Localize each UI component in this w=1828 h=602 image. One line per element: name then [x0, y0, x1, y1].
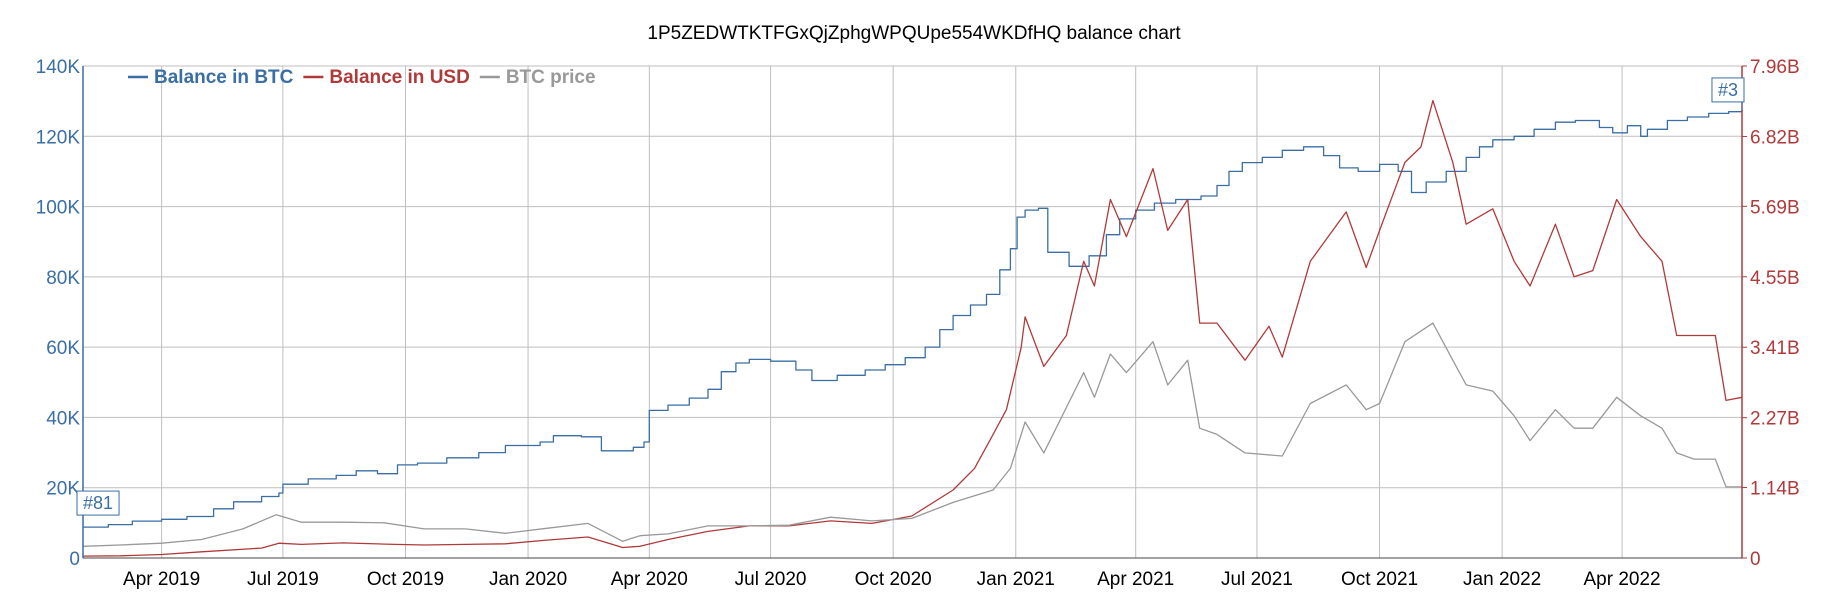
y-right-tick-label-1: 1.14B — [1750, 479, 1800, 500]
flag-1: #3 — [1711, 77, 1745, 110]
y-right-tick-label-0: 0 — [1750, 549, 1761, 570]
x-tick-label-7: Jan 2021 — [977, 569, 1055, 590]
y-left-tick-label-3: 60K — [46, 338, 80, 359]
x-tick-label-1: Jul 2019 — [247, 569, 319, 590]
legend-label-balance-in-btc: Balance in BTC — [154, 67, 294, 88]
y-left-tick-label-4: 80K — [46, 268, 80, 289]
x-tick-label-8: Apr 2021 — [1097, 569, 1174, 590]
y-left-tick-label-1: 20K — [46, 479, 80, 500]
series-line-balance-in-btc — [83, 109, 1743, 528]
y-right-tick-label-4: 4.55B — [1750, 268, 1800, 289]
y-left-tick-label-0: 0 — [69, 549, 80, 570]
chart-title: 1P5ZEDWTKTFGxQjZphgWPQUpe554WKDfHQ balan… — [647, 23, 1181, 44]
y-right-tick-label-2: 2.27B — [1750, 409, 1800, 430]
x-tick-label-2: Oct 2019 — [367, 569, 444, 590]
x-tick-label-4: Apr 2020 — [611, 569, 688, 590]
x-tick-label-0: Apr 2019 — [123, 569, 200, 590]
y-right-tick-label-7: 7.96B — [1750, 57, 1800, 78]
series-lines — [82, 99, 1743, 557]
flags: #81 #3 — [76, 77, 1745, 528]
legend-label-btc-price: BTC price — [506, 67, 596, 88]
x-tick-label-9: Jul 2021 — [1221, 569, 1293, 590]
y-right-tick-label-3: 3.41B — [1750, 338, 1800, 359]
x-tick-label-6: Oct 2020 — [855, 569, 932, 590]
flag-box-0 — [76, 490, 120, 516]
y-left-tick-label-6: 120K — [36, 127, 81, 148]
x-tick-label-10: Oct 2021 — [1341, 569, 1418, 590]
series-line-btc-price — [82, 322, 1742, 547]
y-right-tick-label-5: 5.69B — [1750, 197, 1800, 218]
y-left-tick-label-5: 100K — [36, 198, 81, 219]
x-tick-label-12: Apr 2022 — [1584, 569, 1661, 590]
x-tick-label-11: Jan 2022 — [1463, 569, 1541, 590]
grid — [82, 65, 1743, 559]
flag-label-1: #3 — [1718, 80, 1738, 100]
flag-box-1 — [1711, 77, 1745, 103]
y-left-tick-label-7: 140K — [36, 57, 81, 78]
series-line-balance-in-usd — [82, 99, 1743, 557]
y-left-tick-label-2: 40K — [46, 408, 80, 429]
y-right-tick-label-6: 6.82B — [1750, 127, 1800, 148]
legend: Balance in BTC Balance in USD BTC price — [128, 67, 596, 88]
flag-label-0: #81 — [83, 493, 113, 513]
flag-0: #81 — [76, 490, 120, 528]
legend-label-balance-in-usd: Balance in USD — [329, 67, 469, 88]
axes: Apr 2019 Jul 2019 Oct 2019 Jan 2020 Apr 2020… — [36, 57, 1800, 590]
x-tick-label-5: Jul 2020 — [735, 569, 807, 590]
x-tick-label-3: Jan 2020 — [489, 569, 567, 590]
